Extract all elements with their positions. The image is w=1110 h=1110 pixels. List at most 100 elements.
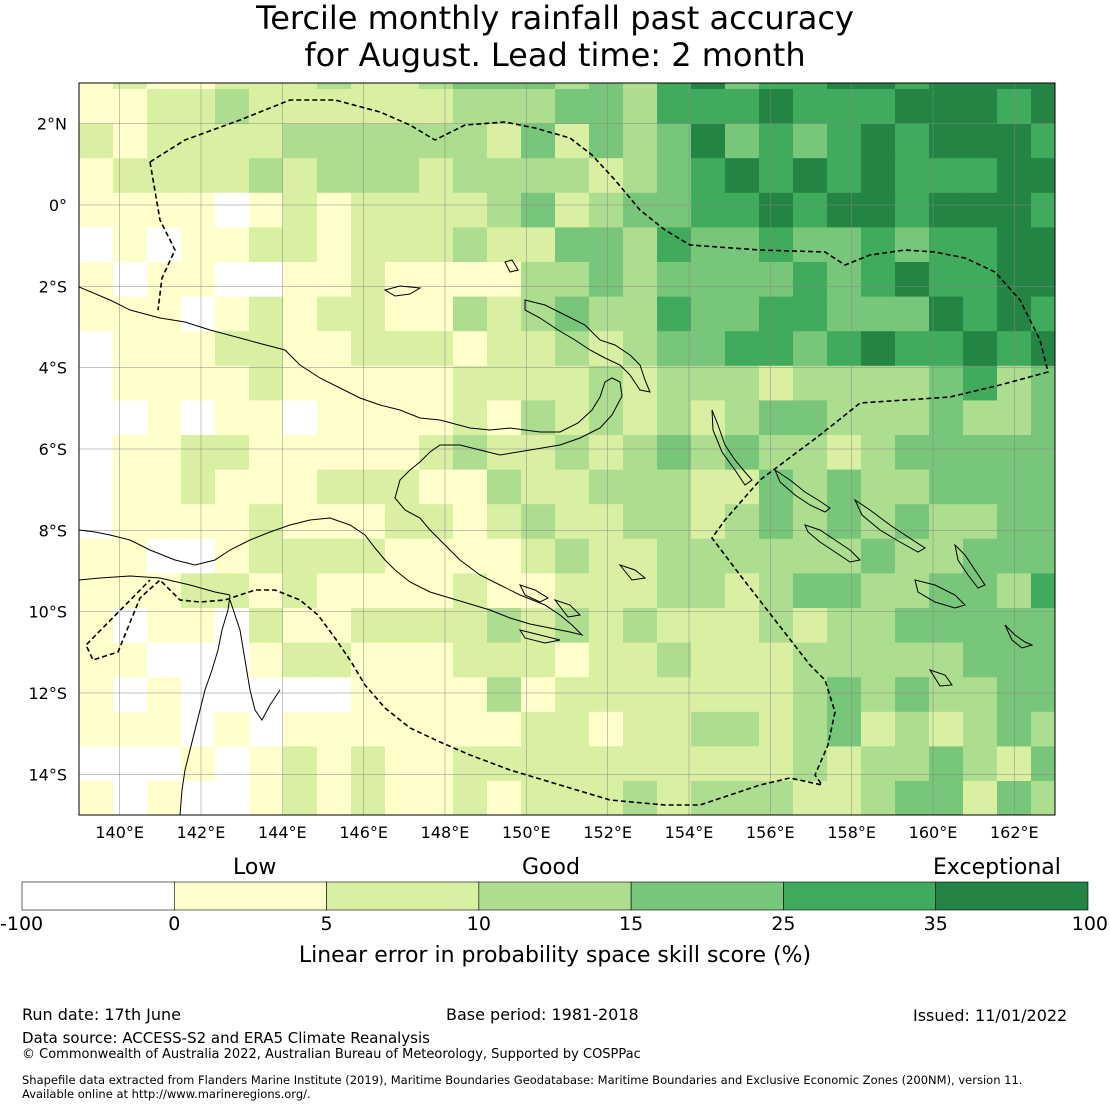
grid-cell [929,296,964,332]
grid-cell [283,400,318,436]
grid-cell [419,123,454,159]
grid-cell [419,504,454,540]
grid-cell [79,89,114,125]
grid-cell [623,89,658,125]
grid-cell [861,677,896,713]
grid-cell [555,746,590,782]
grid-cell [181,469,216,505]
grid-cell [453,677,488,713]
grid-cell [317,400,352,436]
grid-cell [283,296,318,332]
grid-cell [759,331,794,367]
grid-cell [453,538,488,574]
grid-cell [79,642,114,678]
grid-cell [793,89,828,125]
grid-cell [1031,469,1055,505]
grid-cell [793,365,828,401]
grid-cell [555,711,590,747]
grid-cell [215,262,250,298]
shapefile-credit: Shapefile data extracted from Flanders M… [22,1073,1023,1087]
grid-cell [249,227,284,263]
grid-cell [215,400,250,436]
grid-cell [827,642,862,678]
run-date: Run date: 17th June [22,1005,182,1024]
grid-cell [589,192,624,228]
grid-cell [487,538,522,574]
grid-cell [589,227,624,263]
grid-cell [385,746,420,782]
grid-cell [963,331,998,367]
grid-cell [895,192,930,228]
grid-cell [725,469,760,505]
grid-cell [623,158,658,194]
grid-cell [691,746,726,782]
grid-cell [623,365,658,401]
grid-cell [555,192,590,228]
grid-cell [521,435,556,471]
grid-cell [929,331,964,367]
grid-cell [521,746,556,782]
grid-cell [215,504,250,540]
grid-cell [827,89,862,125]
grid-cell [181,400,216,436]
grid-cell [725,192,760,228]
latitude-tick-label: 0° [49,196,67,215]
grid-cell [521,123,556,159]
grid-cell [147,711,182,747]
skill-score-map: 140°E 142°E 144°E 146°E 148°E 150°E 152°E 154°E… [28,82,1056,842]
grid-cell [385,192,420,228]
grid-cell [147,746,182,782]
grid-cell [453,227,488,263]
grid-cell [725,89,760,125]
grid-cell [623,608,658,644]
longitude-tick-label: 146°E [339,823,388,842]
grid-cell [691,83,726,90]
grid-cell [759,711,794,747]
grid-cell [147,538,182,574]
grid-cell [181,435,216,471]
grid-cell [487,192,522,228]
grid-cell [521,262,556,298]
grid-cell [725,400,760,436]
grid-cell [419,192,454,228]
grid-cell [793,538,828,574]
grid-cell [521,158,556,194]
grid-cell [657,331,692,367]
grid-cell [691,642,726,678]
grid-cell [657,400,692,436]
grid-cell [895,365,930,401]
grid-cell [623,435,658,471]
grid-cell [385,469,420,505]
grid-cell [453,192,488,228]
grid-cell [793,435,828,471]
grid-cell [249,781,284,815]
colorbar-category-exceptional: Exceptional [933,855,1061,880]
grid-cell [589,504,624,540]
grid-cell [215,435,250,471]
colorbar-segment [21,881,175,911]
grid-cell [521,400,556,436]
grid-cell [79,504,114,540]
grid-cell [79,192,114,228]
grid-cell [725,262,760,298]
grid-cell [521,677,556,713]
grid-cell [283,573,318,609]
grid-cell [963,158,998,194]
grid-cell [929,469,964,505]
grid-cell [215,296,250,332]
grid-cell [385,123,420,159]
grid-cell [963,504,998,540]
grid-cell [249,262,284,298]
colorbar-tick-label: -100 [0,913,44,935]
grid-cell [895,262,930,298]
grid-cell [453,781,488,815]
grid-cell [351,83,386,90]
grid-cell [589,158,624,194]
grid-cell [657,123,692,159]
grid-cell [249,469,284,505]
grid-cell [861,83,896,90]
grid-cell [1031,123,1055,159]
grid-cell [725,573,760,609]
grid-cell [759,435,794,471]
grid-cell [861,331,896,367]
